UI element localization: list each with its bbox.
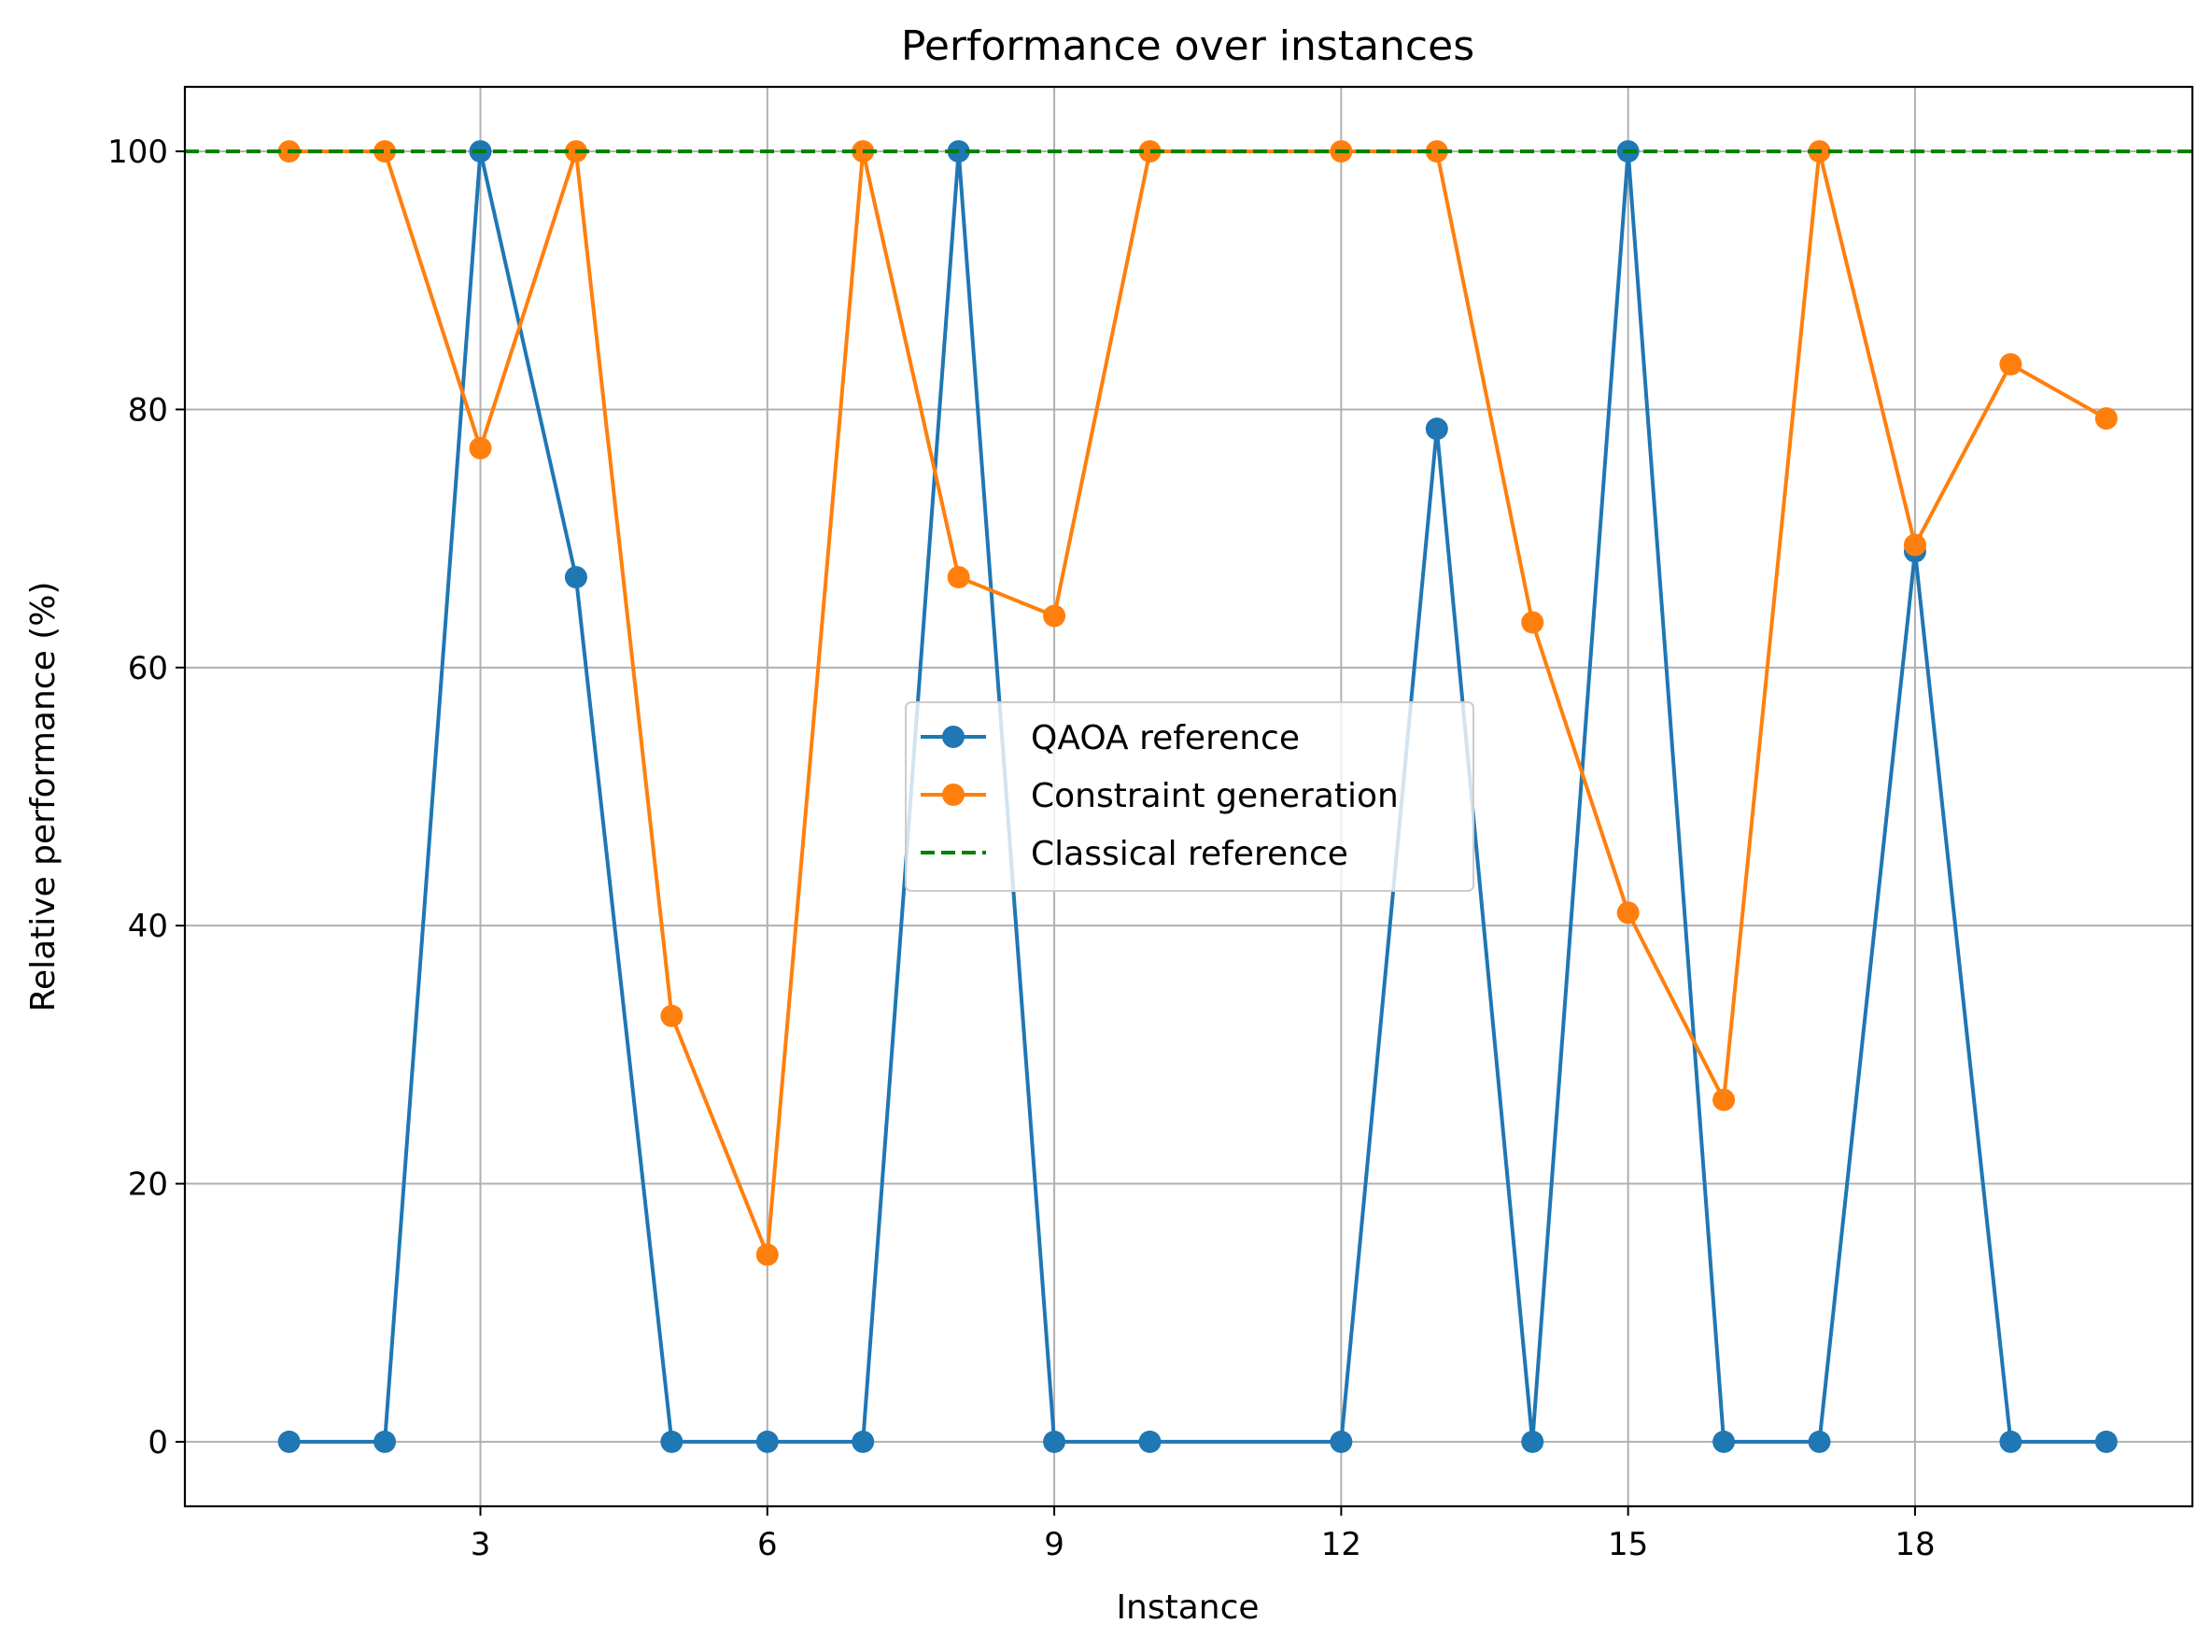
legend-marker — [942, 726, 965, 748]
data-point-2 — [373, 1430, 397, 1453]
plot-series — [185, 140, 2192, 1453]
data-point-13 — [1425, 140, 1448, 163]
data-point-17 — [1808, 1430, 1831, 1453]
data-point-18 — [1903, 533, 1926, 557]
data-point-6 — [755, 1243, 779, 1266]
x-tick-label-6: 6 — [757, 1526, 778, 1563]
x-tick-label-9: 9 — [1044, 1526, 1064, 1563]
data-point-15 — [1616, 901, 1640, 925]
data-point-2 — [373, 140, 397, 163]
y-tick-label-80: 80 — [128, 391, 168, 429]
plot-area-frame — [183, 85, 2194, 1508]
x-tick-label-18: 18 — [1895, 1526, 1935, 1563]
data-point-4 — [564, 566, 587, 589]
data-point-9 — [1043, 604, 1066, 628]
data-point-20 — [2094, 1430, 2118, 1453]
y-axis-title: Relative performance (%) — [24, 582, 63, 1012]
legend-label: QAOA reference — [1031, 719, 1300, 757]
data-point-3 — [469, 436, 492, 459]
data-point-10 — [1138, 140, 1162, 163]
data-point-1 — [277, 1430, 301, 1453]
y-tick-label-20: 20 — [128, 1166, 168, 1204]
y-tick-label-0: 0 — [148, 1424, 168, 1461]
data-point-19 — [1999, 353, 2022, 376]
legend-item-classical-reference: Classical reference — [921, 835, 1348, 873]
legend-label: Classical reference — [1031, 835, 1348, 873]
data-point-5 — [660, 1430, 683, 1453]
data-point-19 — [1999, 1430, 2022, 1453]
data-point-14 — [1521, 1430, 1544, 1453]
x-tick-label-15: 15 — [1608, 1526, 1648, 1563]
data-point-8 — [947, 566, 970, 589]
legend-label: Constraint generation — [1031, 777, 1399, 815]
y-tick-label-100: 100 — [107, 134, 168, 171]
data-point-16 — [1712, 1088, 1736, 1111]
data-point-12 — [1330, 1430, 1353, 1453]
legend: QAOA reference Constraint generation Class… — [905, 701, 1474, 892]
data-point-13 — [1425, 417, 1448, 441]
chart-title: Performance over instances — [901, 22, 1474, 70]
x-axis-title: Instance — [1116, 1588, 1259, 1627]
legend-item-constraint-generation: Constraint generation — [921, 777, 1399, 815]
legend-box — [905, 701, 1474, 892]
data-point-7 — [852, 1430, 875, 1453]
data-point-5 — [660, 1004, 683, 1027]
data-point-20 — [2094, 407, 2118, 431]
x-tick-label-12: 12 — [1321, 1526, 1361, 1563]
data-point-14 — [1521, 611, 1544, 634]
data-point-9 — [1043, 1430, 1066, 1453]
legend-marker — [942, 784, 965, 806]
x-tick-label-3: 3 — [471, 1526, 491, 1563]
axis-ticks: 3 6 9 12 15 18 0 20 40 60 80 100 — [107, 134, 1935, 1563]
legend-item-qaoa-reference: QAOA reference — [921, 719, 1300, 757]
y-tick-label-40: 40 — [128, 908, 168, 945]
data-point-16 — [1712, 1430, 1736, 1453]
data-point-10 — [1138, 1430, 1162, 1453]
y-tick-label-60: 60 — [128, 650, 168, 687]
data-point-6 — [755, 1430, 779, 1453]
